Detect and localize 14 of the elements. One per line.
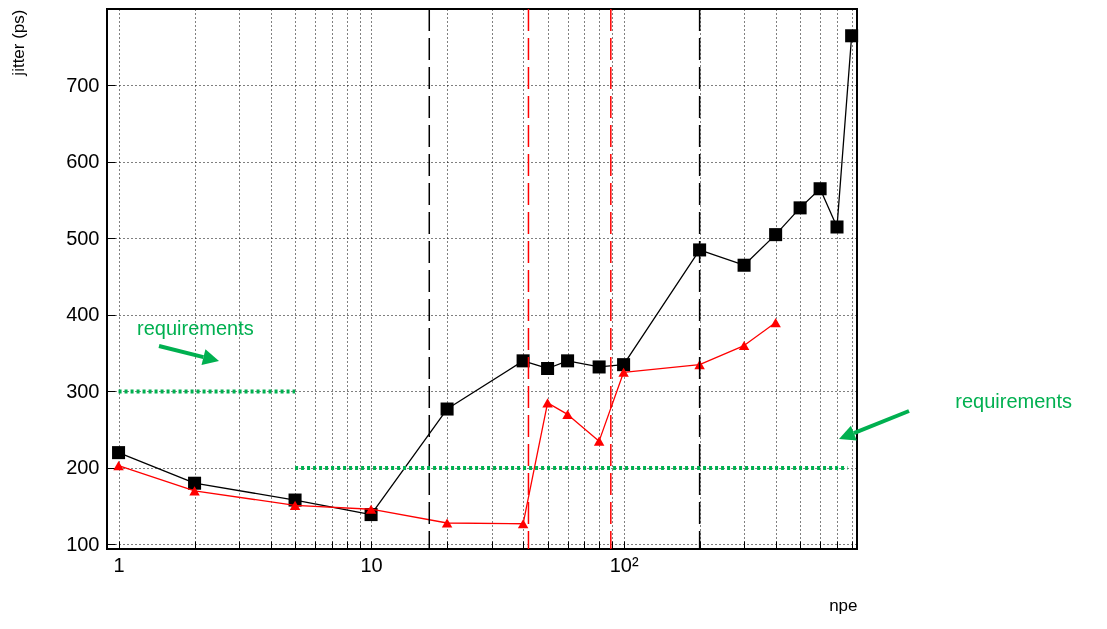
y-axis-title: jitter (ps) xyxy=(8,9,28,77)
y-tick-label: 500 xyxy=(66,226,100,249)
y-tick-label: 300 xyxy=(66,379,100,402)
y-tick-label: 200 xyxy=(66,456,100,479)
x-tick-label: 10 xyxy=(360,553,383,576)
x-tick-label: 10² xyxy=(609,553,639,576)
y-tick-label: 400 xyxy=(66,303,100,326)
y-tick-label: 600 xyxy=(66,150,100,173)
x-axis-title: npe xyxy=(829,595,858,615)
y-tick-label: 100 xyxy=(66,532,100,555)
x-tick-label: 1 xyxy=(113,553,125,576)
y-tick-label: 700 xyxy=(66,73,100,96)
text: requirements xyxy=(955,390,1072,412)
annotation: requirements xyxy=(137,317,254,339)
